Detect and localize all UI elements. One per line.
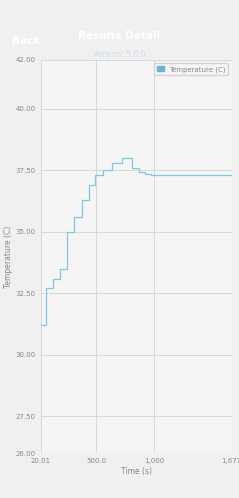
- Text: Back: Back: [12, 36, 40, 46]
- Y-axis label: Temperature (C): Temperature (C): [4, 225, 13, 287]
- Legend: Temperature (C): Temperature (C): [154, 63, 228, 75]
- X-axis label: Time (s): Time (s): [121, 467, 152, 476]
- Text: Results Detail: Results Detail: [78, 31, 161, 41]
- Text: Version: 5.0.0: Version: 5.0.0: [93, 50, 146, 59]
